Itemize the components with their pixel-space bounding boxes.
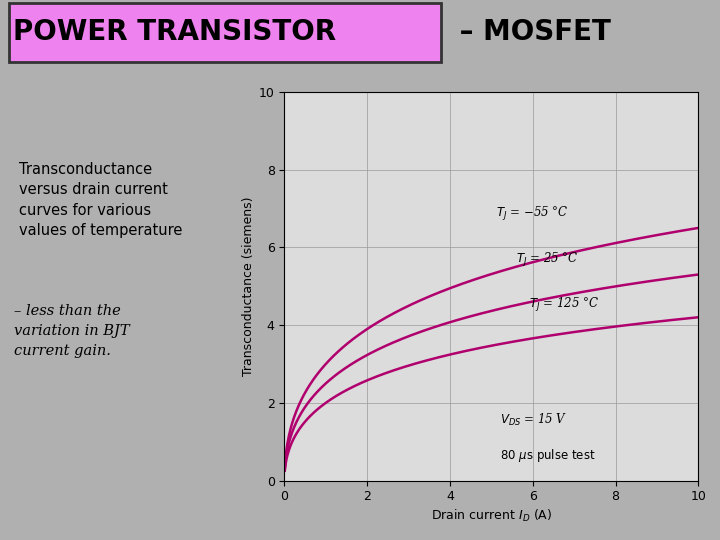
Text: POWER TRANSISTOR: POWER TRANSISTOR: [13, 18, 336, 46]
FancyBboxPatch shape: [9, 3, 441, 62]
Text: – MOSFET: – MOSFET: [450, 18, 611, 46]
X-axis label: Drain current $I_D$ (A): Drain current $I_D$ (A): [431, 508, 552, 524]
Y-axis label: Transconductance (siemens): Transconductance (siemens): [242, 197, 255, 376]
Text: $T_J$ = 125 °C: $T_J$ = 125 °C: [528, 296, 599, 314]
Text: $V_{DS}$ = 15 V: $V_{DS}$ = 15 V: [500, 412, 567, 428]
Text: $T_J$ = −55 °C: $T_J$ = −55 °C: [495, 205, 568, 223]
Text: $T_J$ = 25 °C: $T_J$ = 25 °C: [516, 251, 579, 269]
Text: 80 $\mu$s pulse test: 80 $\mu$s pulse test: [500, 447, 595, 464]
Text: – less than the
variation in BJT
current gain.: – less than the variation in BJT current…: [14, 303, 130, 358]
Text: Transconductance
versus drain current
curves for various
values of temperature: Transconductance versus drain current cu…: [19, 162, 183, 238]
